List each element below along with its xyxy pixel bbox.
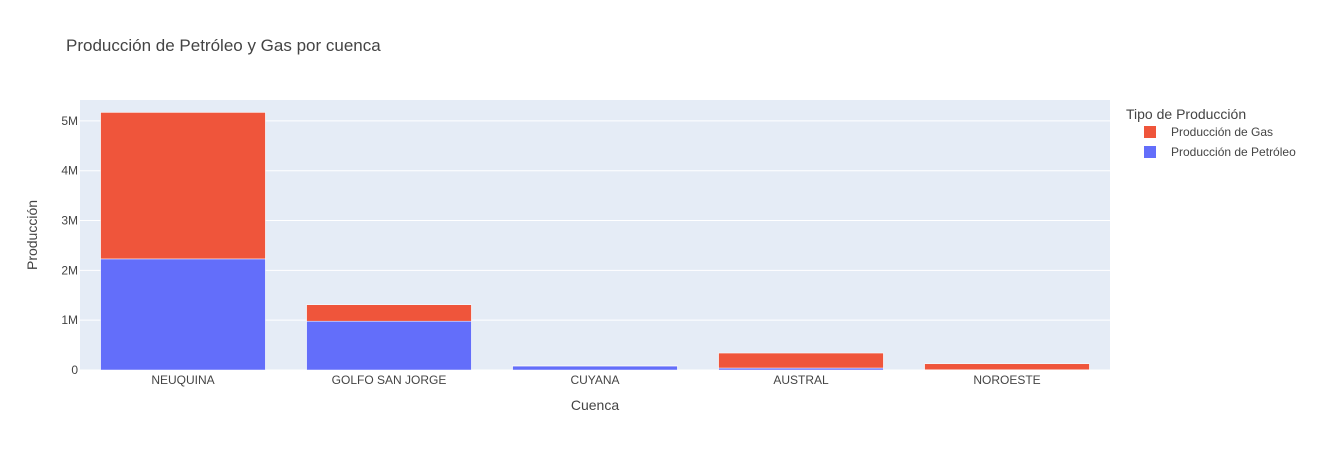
legend-swatch — [1144, 126, 1156, 138]
bar-petroleo — [512, 365, 678, 371]
y-tick-label: 1M — [61, 313, 78, 327]
legend-items: Producción de Gas Producción de Petróleo — [1144, 125, 1296, 159]
y-tick-label: 3M — [61, 214, 78, 228]
x-tick-label: GOLFO SAN JORGE — [332, 373, 447, 387]
bar-gas — [924, 363, 1090, 371]
x-tick-label: CUYANA — [570, 373, 619, 387]
bar-petroleo — [306, 320, 472, 371]
y-tick-label: 2M — [61, 263, 78, 277]
legend-label: Producción de Petróleo — [1171, 145, 1296, 159]
y-axis-title: Producción — [24, 200, 40, 270]
chart-title: Producción de Petróleo y Gas por cuenca — [66, 36, 381, 55]
x-tick-label: NOROESTE — [973, 373, 1040, 387]
y-tick-label: 4M — [61, 164, 78, 178]
y-tick-label: 5M — [61, 114, 78, 128]
x-tick-labels: NEUQUINA GOLFO SAN JORGE CUYANA AUSTRAL NORO… — [151, 373, 1040, 387]
x-tick-label: NEUQUINA — [151, 373, 214, 387]
bars — [100, 112, 1090, 371]
legend-label: Producción de Gas — [1171, 125, 1273, 139]
y-tick-labels: 0 1M 2M 3M 4M 5M — [61, 114, 78, 377]
x-tick-label: AUSTRAL — [773, 373, 829, 387]
bar-gas — [306, 304, 472, 322]
legend-title: Tipo de Producción — [1126, 106, 1246, 122]
legend: Tipo de Producción Producción de GasProd… — [1126, 106, 1296, 159]
bar-petroleo — [100, 258, 266, 371]
x-axis-title: Cuenca — [571, 397, 619, 413]
y-tick-label: 0 — [71, 363, 78, 377]
legend-swatch — [1144, 146, 1156, 158]
bar-gas — [100, 112, 266, 260]
bar-petroleo — [718, 367, 884, 371]
bar-gas — [718, 352, 884, 369]
